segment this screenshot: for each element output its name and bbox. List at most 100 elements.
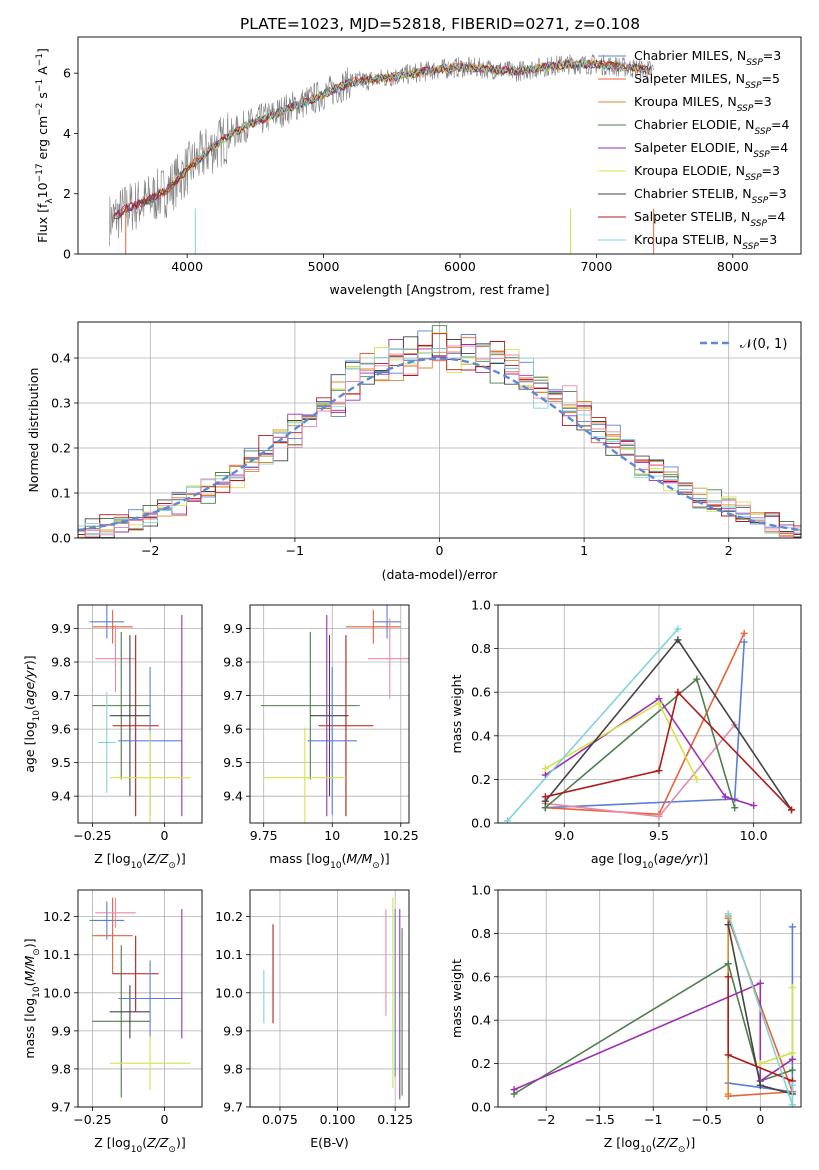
y-tick-label: 9.7 [223, 1100, 243, 1115]
legend-entry-label: Salpeter STELIB [634, 209, 733, 224]
x-axis-label: Z [log10(Z/Z⊙)] [94, 851, 185, 871]
axes-frame [77, 36, 802, 255]
axes-frame [77, 889, 203, 1108]
legend-nssp: , NSSP=3 [728, 163, 780, 183]
x-tick-label: 0.100 [320, 1112, 356, 1127]
y-tick-label: 1.0 [471, 883, 491, 898]
x-axis-label: E(B-V) [310, 1135, 349, 1150]
y-tick-label: 2 [63, 186, 71, 201]
y-tick-label: 0.0 [471, 816, 491, 831]
y-tick-label: 10.0 [215, 985, 243, 1000]
y-tick-label: 9.9 [51, 621, 71, 636]
y-tick-label: 9.4 [223, 789, 243, 804]
model-spectrum [159, 58, 652, 196]
x-tick-label: −0.25 [73, 1112, 111, 1127]
y-tick-label: 1.0 [471, 598, 491, 613]
y-tick-label: 0.8 [471, 926, 491, 941]
x-tick-label: 0 [161, 1112, 169, 1127]
y-axis-label: age [log10(age/yr)] [22, 655, 42, 772]
figure-title: PLATE=1023, MJD=52818, FIBERID=0271, z=0… [240, 15, 640, 33]
model-spectrum [113, 59, 651, 218]
x-tick-label: 4000 [171, 259, 203, 274]
x-axis-label: wavelength [Angstrom, rest frame] [329, 282, 549, 297]
x-tick-label: 0 [756, 1112, 764, 1127]
x-tick-label: 10.25 [383, 828, 419, 843]
x-tick-label: 9.5 [649, 828, 669, 843]
y-tick-label: 0.2 [51, 441, 71, 456]
y-axis-label: Flux [fλ10−17 erg cm−2 s−1 A−1] [35, 48, 55, 243]
y-axis-label: mass [log10(M/M⊙)] [22, 938, 42, 1058]
x-tick-label: −0.25 [73, 828, 111, 843]
error-bars [263, 897, 403, 1100]
weight-series [510, 910, 796, 1107]
y-tick-label: 0.4 [471, 1013, 491, 1028]
axes-frame [497, 889, 802, 1108]
legend-entry-label: Salpeter ELODIE [634, 140, 736, 155]
legend-nssp: , NSSP=5 [728, 71, 780, 91]
x-tick-label: 9.0 [554, 828, 574, 843]
model-spectrum [194, 58, 651, 167]
error-bars [89, 897, 191, 1098]
x-axis-label: mass [log10(M/M⊙)] [269, 851, 389, 871]
x-tick-label: −1 [644, 1112, 662, 1127]
y-tick-label: 9.9 [223, 621, 243, 636]
y-tick-label: 9.8 [223, 655, 243, 670]
y-tick-label: 9.8 [223, 1061, 243, 1076]
y-tick-label: 0.0 [51, 531, 71, 546]
histograms [78, 325, 801, 538]
legend-entry-label: Kroupa MILES [634, 94, 720, 109]
y-tick-label: 9.7 [51, 1100, 71, 1115]
model-spectrum [113, 58, 651, 218]
model-spectrum [113, 58, 651, 219]
x-tick-label: −2 [537, 1112, 555, 1127]
x-tick-label: 8000 [717, 259, 749, 274]
x-tick-label: 5000 [308, 259, 340, 274]
legend-nssp: , NSSP=4 [737, 117, 789, 137]
model-spectrum [113, 59, 651, 223]
x-tick-label: 0 [161, 828, 169, 843]
y-tick-label: 10.1 [43, 947, 71, 962]
legend-nssp: , NSSP=3 [734, 186, 786, 206]
y-tick-label: 0.6 [471, 685, 491, 700]
y-tick-label: 0.4 [51, 351, 71, 366]
model-spectrum [113, 59, 651, 222]
y-axis-label: mass weight [449, 959, 464, 1038]
y-tick-label: 9.6 [223, 722, 243, 737]
axes-frame [497, 604, 802, 824]
x-tick-label: −1.5 [585, 1112, 615, 1127]
y-tick-label: 0.4 [471, 728, 491, 743]
weight-line [544, 677, 736, 809]
x-tick-label: 6000 [444, 259, 476, 274]
legend-entry-label: Salpeter MILES [634, 71, 728, 86]
y-tick-label: 10.1 [215, 947, 243, 962]
y-tick-label: 0 [63, 247, 71, 262]
x-tick-label: 10 [324, 828, 340, 843]
y-tick-label: 9.8 [51, 655, 71, 670]
y-tick-label: 10.2 [43, 909, 71, 924]
model-spectrum [113, 60, 651, 220]
x-axis-label: Z [log10(Z/Z⊙)] [604, 1135, 695, 1155]
weight-line [545, 690, 793, 811]
x-tick-label: 0 [436, 543, 444, 558]
x-tick-label: 1 [580, 543, 588, 558]
legend-entry-label: Kroupa STELIB [634, 232, 725, 247]
y-tick-label: 10.0 [43, 985, 71, 1000]
legend-nssp: , NSSP=3 [725, 232, 777, 252]
y-tick-label: 9.4 [51, 789, 71, 804]
spectrum-legend: Chabrier MILES Salpeter MILES Kroupa MIL… [634, 48, 737, 247]
error-bars [89, 605, 191, 823]
y-axis-label: mass weight [449, 674, 464, 753]
x-tick-label: 7000 [580, 259, 612, 274]
y-tick-label: 9.9 [223, 1023, 243, 1038]
y-tick-label: 6 [63, 66, 71, 81]
weight-series [503, 625, 796, 823]
y-axis-label: Normed distribution [26, 368, 41, 493]
legend-entry-label: Chabrier STELIB [634, 186, 734, 201]
weight-line [544, 701, 698, 780]
x-axis-label: Z [log10(Z/Z⊙)] [94, 1135, 185, 1155]
x-axis-label: (data-model)/error [382, 567, 499, 582]
x-tick-label: −2 [141, 543, 159, 558]
x-tick-label: 0.075 [262, 1112, 298, 1127]
y-tick-label: 9.7 [51, 688, 71, 703]
y-tick-label: 0.8 [471, 641, 491, 656]
